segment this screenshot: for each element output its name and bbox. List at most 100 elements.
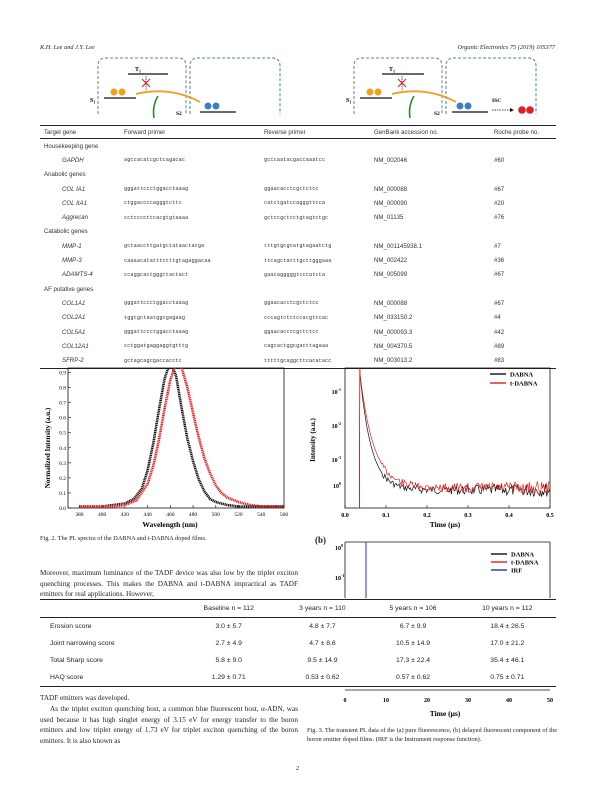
table-row: Joint narrowing score 2.7 ± 4.9 4.7 ± 8.6 1… — [40, 635, 556, 652]
running-header-journal: Organic Electronics 75 (2019) 105377 — [457, 44, 555, 51]
transient-pl-prompt-chart: Intensity (a.u.) Time (μs) 0.0 0.1 0.2 0.3 0… — [309, 367, 554, 529]
y-tick-label: 10-3 — [332, 455, 341, 464]
table-cell: gctaaccttgatgctataactacga — [124, 243, 205, 250]
x-tick-label: 560 — [280, 512, 288, 518]
table-cell: cctggatgaggaggtgtttg — [124, 343, 189, 350]
col-header: Baseline n = 112 — [180, 599, 278, 618]
table-cell: gggattccctggacctaaag — [124, 186, 189, 193]
table-row: MMP-3 caaaacatatttctttgtagaggacaa ttcagcta… — [40, 253, 556, 267]
table-cell: MMP-1 — [62, 242, 82, 250]
y-tick-label: 0.5 — [59, 431, 66, 437]
y-tick-label: 10-2 — [332, 421, 341, 430]
paragraph-2-fragment: TADF emitters was developed. — [40, 694, 130, 702]
table-row: ADAMTS-4 ccaggcactgggctactact gaacagggggtc… — [40, 268, 556, 282]
x-tick-label: 0.5 — [546, 513, 554, 519]
table-row: COL IA1 gggattccctggacctaaag ggaacacctcgct… — [40, 182, 556, 196]
table-row: COL5A1 gggattccctggacctaaag ggaacacctcgctc… — [40, 325, 556, 339]
table-cell: NM_002046 — [374, 156, 408, 164]
table-cell: #76 — [494, 214, 505, 222]
table-row: GAPDH agccacatcgctcagacac gcccaatacgaccaaa… — [40, 153, 556, 167]
table-cell: 35.4 ± 46.1 — [490, 657, 525, 664]
legend-label: IRF — [511, 568, 522, 575]
scheme-s1-label-right: S1 — [346, 98, 351, 105]
legend-label: t-DABNA — [511, 560, 539, 567]
y-tick: 100 — [335, 543, 343, 552]
col-header: Reverse primer — [264, 125, 374, 139]
table-cell: NM_01135 — [374, 214, 404, 222]
y-tick-label: 0.2 — [59, 476, 66, 482]
table-row: Erosion score 3.0 ± 5.7 4.8 ± 7.7 6.7 ± 9.9… — [40, 618, 556, 636]
x-tick-label: 0.3 — [464, 513, 472, 519]
table-cell: 0.57 ± 0.62 — [367, 669, 459, 687]
table-cell: 3.0 ± 5.7 — [215, 623, 242, 630]
table-cell: #4 — [494, 314, 501, 322]
table-section-row: Catabolic genes — [40, 225, 556, 239]
col-header: Target gene — [40, 125, 124, 139]
table-cell: #67 — [494, 185, 505, 193]
table-cell: ggaacacctcgctctcc — [264, 186, 319, 193]
table-cell: NM_002422 — [374, 257, 408, 265]
table-cell: #42 — [494, 328, 505, 336]
table-cell: HAQ score — [40, 669, 180, 687]
table-cell: cagcactggcgacttagaaa — [264, 343, 329, 350]
scheme-s2-label-right: S2 — [434, 111, 440, 117]
x-tick-label: 0.0 — [341, 513, 349, 519]
col-header: Forward primer — [124, 125, 264, 139]
y-tick-label: 0.6 — [59, 416, 66, 422]
y-tick-label: 0.8 — [59, 386, 66, 392]
table-cell: gggattccctggacctaaag — [124, 329, 189, 335]
table-cell: COL12A1 — [62, 342, 89, 350]
x-tick-label: 30 — [465, 698, 471, 704]
table-row: HAQ score 1.29 ± 0.71 0.53 ± 0.62 0.57 ± 0.… — [40, 669, 556, 687]
figure2-caption: Fig. 2. The PL spectra of the DABNA and … — [40, 535, 207, 542]
y-tick-label: 0.9 — [59, 371, 66, 377]
table-cell: 4.8 ± 7.7 — [309, 623, 336, 630]
table-cell: NM_000093.3 — [374, 328, 413, 336]
table-cell: ggaacacctcgctctcc — [264, 300, 319, 307]
x-tick-label: 380 — [75, 512, 84, 518]
table-row: COL2A1 tggtgctaatggcgagaag cccagtctctccacg… — [40, 311, 556, 325]
table-cell: NM_004370.5 — [374, 342, 413, 350]
figure3-caption: Fig. 3. The transient PL data of the (a)… — [307, 727, 557, 744]
table-cell: Joint narrowing score — [50, 640, 115, 647]
x-axis-label: Time (μs) — [430, 709, 461, 718]
table-cell: 4.7 ± 8.6 — [309, 640, 336, 647]
table-cell: cccagtctctccacgttcac — [264, 314, 329, 321]
y-axis-label: Intensity (a.u.) — [309, 417, 317, 461]
table-cell: gaacagggggtcccatcta — [264, 271, 326, 278]
table-row: Total Sharp score 5.8 ± 9.0 9.5 ± 14.9 17.3… — [40, 652, 556, 669]
table-cell: gggattccctggacctaaag — [124, 300, 189, 307]
table-cell: cctccccttcacgtgtaaaa — [124, 214, 189, 221]
x-tick-label: 520 — [234, 512, 243, 518]
table-row: Aggrecan cctccccttcacgtgtaaaa gctccgcttctg… — [40, 210, 556, 224]
x-axis-label: Time (μs) — [430, 520, 461, 529]
legend-label: t-DABNA — [510, 381, 538, 388]
table-cell: Total Sharp score — [50, 657, 103, 664]
table-cell: ctggaccccagggtcttc — [124, 200, 182, 207]
x-tick-label: 40 — [506, 698, 512, 704]
table-cell: tggtgctaatggcgagaag — [124, 314, 186, 321]
table-cell: NM_005099 — [374, 271, 408, 279]
table-cell: COL2A1 — [62, 314, 86, 322]
table-section-row: Anabolic genes — [40, 168, 556, 182]
table-row: COL IIA1 ctggaccccagggtcttc catctgatccaggg… — [40, 196, 556, 210]
y-tick-label: 0.0 — [59, 506, 66, 512]
table-cell: #67 — [494, 299, 505, 307]
transient-pl-delayed-x-axis: Time (μs) 0 10 20 30 40 50 — [344, 689, 553, 718]
table-cell: 17.3 ± 22.4 — [396, 657, 431, 664]
table-cell: MMP-3 — [62, 257, 82, 265]
legend-label: DABNA — [511, 552, 534, 559]
table-cell: 10.5 ± 14.9 — [396, 640, 431, 647]
panel-label-b: (b) — [315, 535, 326, 545]
x-tick-label: 420 — [121, 512, 130, 518]
x-tick-label: 440 — [143, 512, 152, 518]
section-title: Anabolic genes — [44, 171, 86, 179]
y-tick-label: 100 — [333, 481, 341, 490]
section-title: Housekeeping gene — [44, 142, 99, 150]
table-cell: NM_001145938.1 — [374, 242, 422, 250]
col-header: 5 years n = 106 — [367, 599, 459, 618]
page-number: 2 — [295, 765, 300, 772]
scheme-isc-label: ISC — [492, 98, 501, 104]
table-cell: agccacatcgctcagacac — [124, 157, 186, 164]
x-tick-label: 460 — [166, 512, 175, 518]
